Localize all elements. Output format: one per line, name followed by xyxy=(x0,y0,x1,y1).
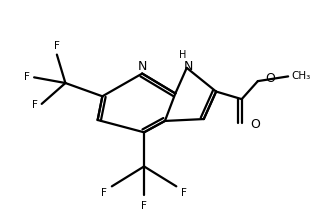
Text: F: F xyxy=(32,100,38,110)
Text: O: O xyxy=(265,72,275,85)
Text: CH₃: CH₃ xyxy=(291,71,310,81)
Text: F: F xyxy=(101,188,107,198)
Text: N: N xyxy=(138,60,147,73)
Text: N: N xyxy=(184,60,193,73)
Text: H: H xyxy=(179,50,187,60)
Text: O: O xyxy=(250,118,260,131)
Text: F: F xyxy=(141,201,147,211)
Text: F: F xyxy=(54,41,60,51)
Text: F: F xyxy=(24,72,29,82)
Text: F: F xyxy=(181,188,187,198)
